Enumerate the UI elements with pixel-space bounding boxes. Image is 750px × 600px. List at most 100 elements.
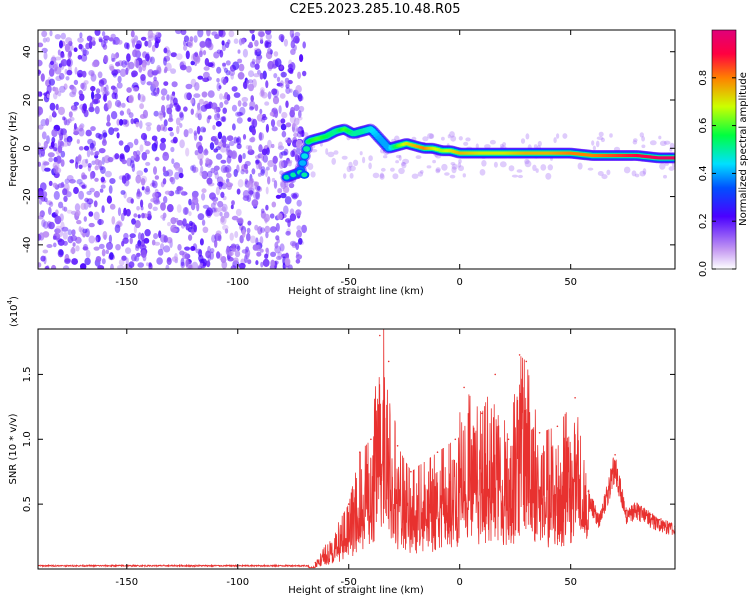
noise-speckle [103, 55, 109, 63]
noise-speckle [114, 99, 122, 108]
noise-speckle [663, 140, 671, 145]
noise-speckle [66, 58, 73, 67]
noise-speckle [333, 150, 339, 155]
noise-speckle [86, 190, 92, 196]
noise-speckle [215, 153, 223, 160]
noise-speckle [247, 187, 255, 195]
noise-speckle [203, 66, 210, 71]
noise-speckle [78, 146, 84, 151]
noise-speckle [63, 195, 68, 202]
noise-speckle [49, 30, 53, 37]
noise-speckle [179, 250, 185, 256]
noise-speckle [294, 153, 299, 162]
noise-speckle [246, 79, 250, 84]
noise-speckle [145, 122, 152, 127]
noise-speckle [154, 156, 160, 162]
noise-speckle [74, 66, 78, 75]
noise-speckle [188, 127, 194, 134]
noise-speckle [204, 58, 210, 66]
noise-speckle [242, 152, 246, 160]
noise-speckle [225, 164, 232, 173]
noise-speckle [205, 209, 211, 217]
noise-speckle [95, 88, 101, 94]
noise-speckle [167, 117, 174, 123]
noise-speckle [285, 122, 292, 128]
noise-speckle [553, 137, 557, 144]
noise-speckle [248, 187, 253, 196]
noise-speckle [54, 56, 62, 61]
noise-speckle [280, 118, 286, 124]
noise-speckle [180, 64, 187, 71]
snr-y-axis: 0.5 1.0 1.5 [22, 366, 675, 512]
noise-speckle [46, 200, 53, 205]
noise-speckle [82, 184, 88, 189]
noise-speckle [284, 196, 292, 205]
noise-speckle [130, 30, 135, 38]
noise-speckle [59, 40, 63, 49]
noise-speckle [137, 232, 142, 241]
y-tick-label: -20 [22, 188, 33, 204]
noise-speckle [220, 116, 226, 122]
noise-speckle [606, 169, 611, 176]
noise-speckle [545, 172, 552, 180]
noise-speckle [46, 244, 53, 248]
noise-speckle [199, 40, 207, 48]
noise-speckle [231, 200, 235, 206]
noise-speckle [73, 186, 79, 195]
noise-speckle [248, 41, 253, 48]
noise-speckle [141, 151, 148, 161]
noise-speckle [73, 47, 78, 52]
noise-speckle [171, 256, 179, 262]
noise-speckle [184, 246, 191, 251]
noise-speckle [285, 218, 292, 223]
noise-speckle [97, 265, 105, 269]
noise-speckle [202, 50, 207, 56]
noise-speckle [178, 172, 184, 179]
noise-speckle [205, 250, 212, 259]
snr-peak [574, 397, 576, 399]
noise-speckle [273, 73, 278, 79]
noise-speckle [219, 49, 224, 58]
noise-speckle [160, 137, 166, 143]
noise-speckle [237, 49, 241, 54]
noise-speckle [176, 185, 182, 195]
noise-speckle [247, 220, 252, 226]
noise-speckle [242, 101, 248, 107]
noise-speckle [302, 41, 307, 49]
noise-speckle [103, 93, 108, 102]
noise-speckle [158, 230, 162, 239]
noise-speckle [296, 225, 302, 231]
noise-speckle [223, 67, 229, 73]
noise-speckle [649, 140, 657, 146]
noise-speckle [668, 166, 675, 171]
noise-speckle [298, 105, 305, 113]
noise-speckle [236, 111, 244, 117]
noise-speckle [633, 138, 638, 143]
noise-speckle [194, 51, 199, 57]
noise-speckle [49, 60, 55, 66]
noise-speckle [73, 101, 80, 106]
noise-speckle [458, 159, 462, 164]
noise-speckle [231, 215, 239, 221]
snr-peak [518, 354, 521, 356]
noise-speckle [167, 221, 171, 227]
noise-speckle [193, 224, 197, 233]
noise-speckle [60, 150, 66, 158]
noise-speckle [62, 116, 66, 121]
noise-speckle [265, 30, 272, 35]
noise-speckle [349, 172, 354, 179]
noise-speckle [196, 202, 200, 212]
noise-speckle [139, 144, 144, 153]
noise-speckle [269, 213, 275, 219]
noise-speckle [80, 263, 87, 269]
noise-speckle [175, 53, 183, 60]
noise-speckle [222, 62, 226, 67]
noise-speckle [115, 244, 121, 251]
noise-speckle [210, 167, 215, 174]
noise-speckle [94, 150, 100, 156]
noise-speckle [533, 144, 538, 149]
noise-speckle [259, 236, 264, 245]
noise-speckle [235, 208, 242, 217]
noise-speckle [641, 136, 645, 142]
noise-speckle [39, 198, 43, 205]
